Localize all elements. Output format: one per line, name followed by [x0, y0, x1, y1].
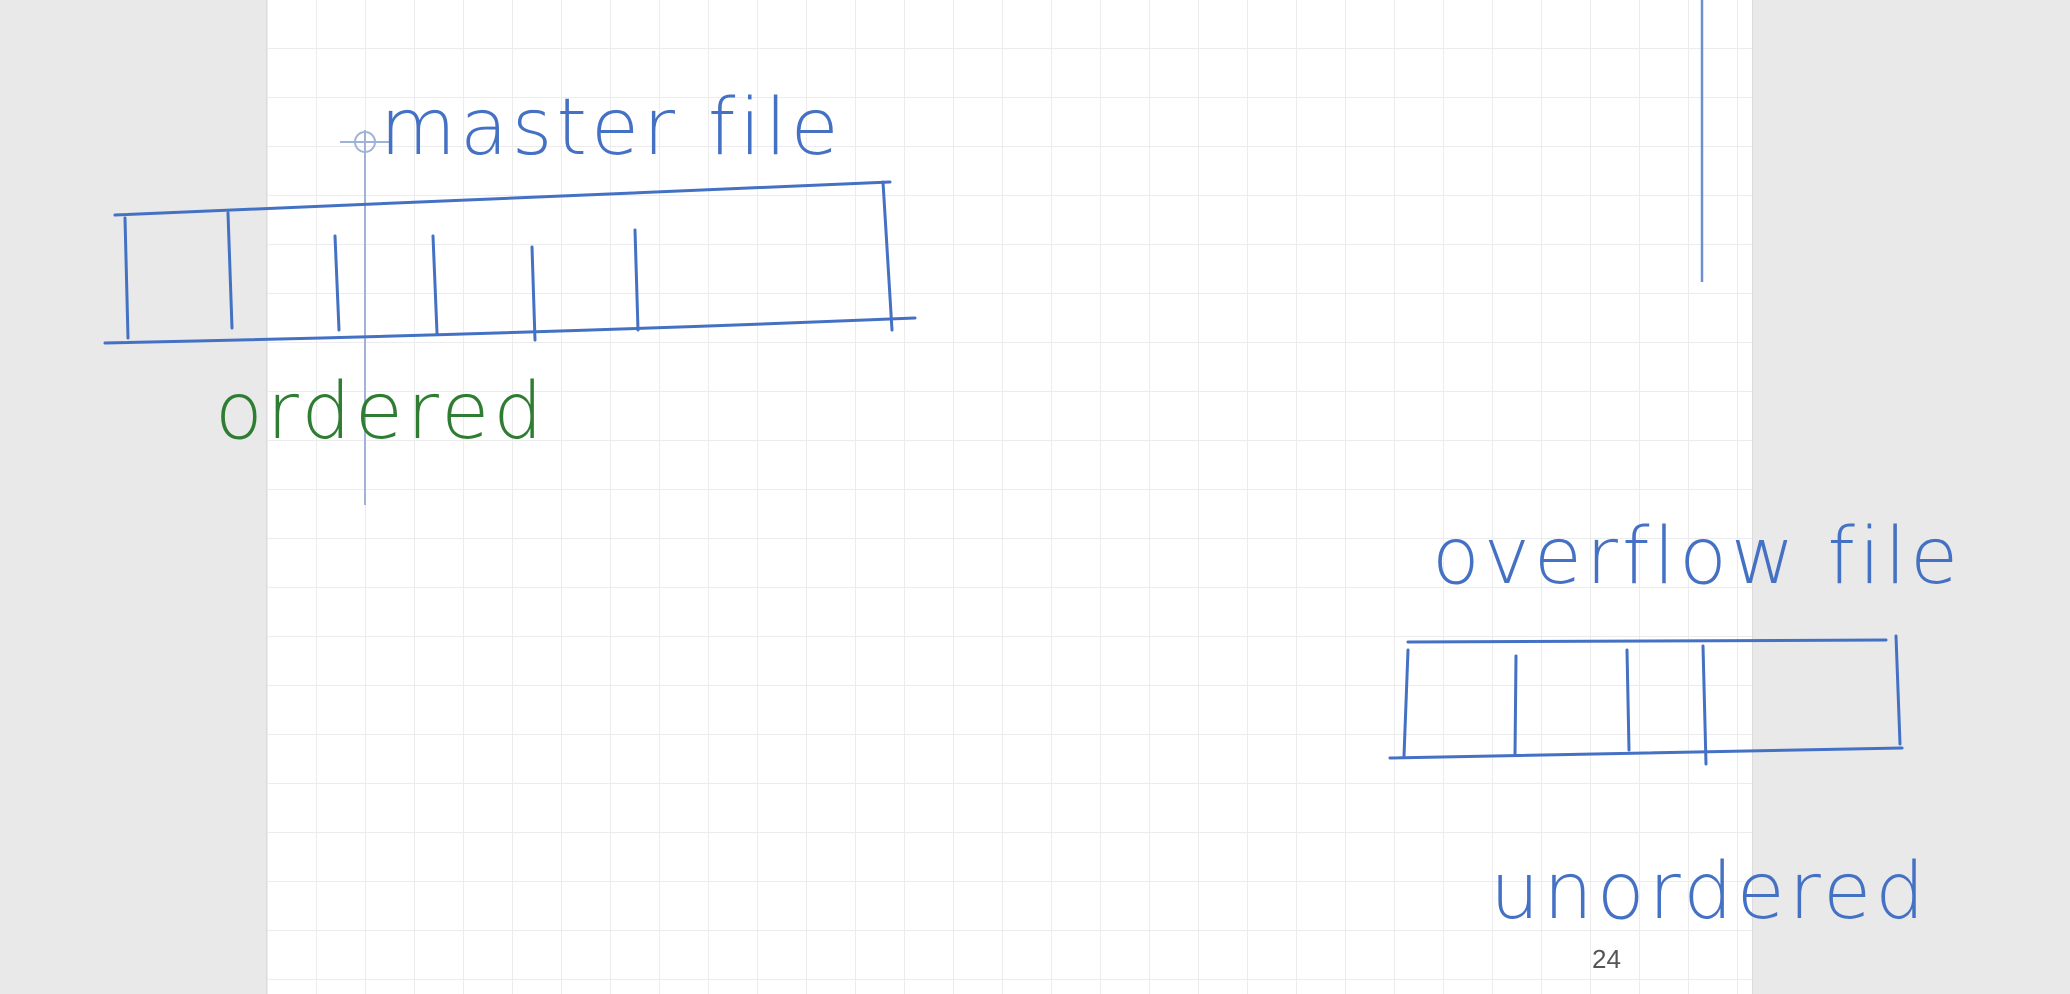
- page-number: 24: [1592, 944, 1621, 974]
- master-cell-divider-1: [226, 211, 234, 330]
- master-box-left: [123, 216, 130, 340]
- overflow-box-right: [1894, 634, 1902, 746]
- note-page[interactable]: [266, 0, 1753, 994]
